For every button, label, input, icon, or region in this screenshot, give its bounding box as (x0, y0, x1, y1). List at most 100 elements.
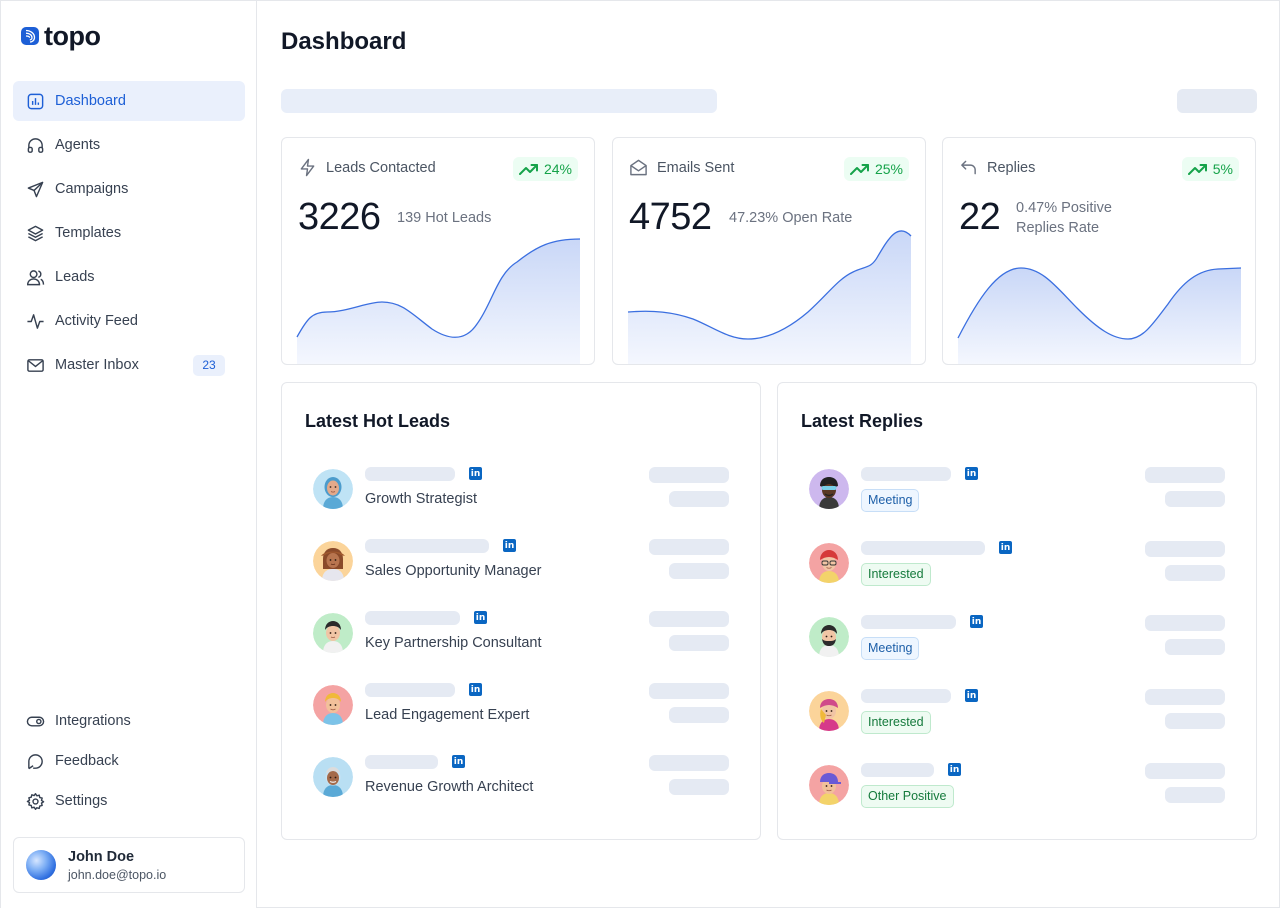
status-badge: Meeting (861, 489, 920, 512)
stat-card-replies: Replies 5% 22 0.47% Positive Replies Rat… (942, 137, 1256, 365)
loading-placeholder (1165, 639, 1225, 655)
linkedin-icon[interactable]: in (469, 683, 482, 696)
linkedin-icon[interactable]: in (999, 541, 1012, 554)
list-item[interactable]: in Growth Strategist (282, 455, 760, 527)
sidebar-item-activity-feed[interactable]: Activity Feed (13, 301, 245, 341)
user-name: John Doe (68, 848, 135, 865)
inbox-count-badge: 23 (193, 355, 225, 376)
user-profile-card[interactable]: John Doe john.doe@topo.io (13, 837, 245, 893)
trend-up-icon (849, 164, 869, 175)
status-badge: Interested (861, 711, 931, 734)
sidebar-item-label: Integrations (55, 713, 131, 729)
list-item[interactable]: in Meeting (778, 455, 1256, 527)
avatar (313, 613, 353, 653)
trend-up-icon (518, 164, 538, 175)
stat-label: Emails Sent (657, 159, 735, 176)
loading-placeholder (1145, 763, 1225, 779)
loading-placeholder (1145, 615, 1225, 631)
linkedin-icon[interactable]: in (948, 763, 961, 776)
reply-icon (961, 160, 976, 175)
linkedin-icon[interactable]: in (965, 689, 978, 702)
sidebar-item-label: Agents (55, 137, 101, 153)
sidebar-item-campaigns[interactable]: Campaigns (13, 169, 245, 209)
list-item[interactable]: in Interested (778, 529, 1256, 601)
loading-placeholder (649, 755, 729, 771)
activity-icon (25, 311, 45, 331)
trend-badge: 25% (843, 157, 909, 181)
sidebar-item-dashboard[interactable]: Dashboard (13, 81, 245, 121)
sidebar-item-label: Dashboard (55, 93, 126, 109)
list-item[interactable]: in Revenue Growth Architect (282, 743, 760, 815)
avatar (809, 543, 849, 583)
list-item[interactable]: in Other Positive (778, 751, 1256, 823)
avatar (809, 469, 849, 509)
list-item[interactable]: in Lead Engagement Expert (282, 671, 760, 743)
trend-value: 24% (543, 161, 572, 177)
loading-placeholder (1165, 787, 1225, 803)
status-badge: Other Positive (861, 785, 954, 808)
bar-chart-icon (25, 91, 45, 111)
sidebar-item-master-inbox[interactable]: Master Inbox 23 (13, 345, 245, 385)
trend-badge: 24% (512, 157, 578, 181)
stat-subtext: 139 Hot Leads (397, 210, 492, 226)
loading-placeholder (649, 611, 729, 627)
loading-placeholder (649, 467, 729, 483)
list-item[interactable]: in Sales Opportunity Manager (282, 527, 760, 599)
sidebar-item-settings[interactable]: Settings (13, 781, 245, 821)
headphones-icon (25, 135, 45, 155)
layers-icon (25, 223, 45, 243)
loading-placeholder (649, 539, 729, 555)
mail-icon (25, 355, 45, 375)
list-item[interactable]: in Interested (778, 677, 1256, 749)
avatar (313, 757, 353, 797)
linkedin-icon[interactable]: in (965, 467, 978, 480)
stat-card-leads-contacted: Leads Contacted 24% 3226 139 Hot Leads (281, 137, 595, 365)
sidebar-item-templates[interactable]: Templates (13, 213, 245, 253)
linkedin-icon[interactable]: in (970, 615, 983, 628)
status-badge: Meeting (861, 637, 920, 660)
lead-role: Revenue Growth Architect (365, 779, 534, 795)
reply-name-placeholder (861, 467, 951, 481)
loading-placeholder (669, 491, 729, 507)
stat-value: 4752 (629, 196, 712, 238)
sidebar-item-label: Templates (55, 225, 122, 241)
logo-text: topo (44, 21, 101, 51)
linkedin-icon[interactable]: in (474, 611, 487, 624)
list-item[interactable]: in Meeting (778, 603, 1256, 675)
lead-name-placeholder (365, 755, 438, 769)
logo[interactable]: topo (20, 21, 101, 51)
message-icon (25, 751, 45, 771)
reply-name-placeholder (861, 763, 934, 777)
sidebar-item-leads[interactable]: Leads (13, 257, 245, 297)
sidebar-item-label: Activity Feed (55, 313, 138, 329)
loading-placeholder (669, 707, 729, 723)
gear-icon (25, 791, 45, 811)
zap-icon (300, 158, 315, 177)
mail-open-icon (630, 159, 647, 176)
avatar (313, 685, 353, 725)
sidebar-item-label: Leads (55, 269, 95, 285)
loading-placeholder (669, 779, 729, 795)
avatar (809, 765, 849, 805)
sidebar-item-agents[interactable]: Agents (13, 125, 245, 165)
sidebar-item-integrations[interactable]: Integrations (13, 701, 245, 741)
stat-value: 3226 (298, 196, 381, 238)
sparkline-chart (627, 230, 912, 364)
loading-placeholder-filter-bar (281, 89, 717, 113)
sidebar-nav: Dashboard Agents Campaigns Templates (13, 81, 245, 389)
lead-name-placeholder (365, 683, 455, 697)
list-item[interactable]: in Key Partnership Consultant (282, 599, 760, 671)
linkedin-icon[interactable]: in (469, 467, 482, 480)
linkedin-icon[interactable]: in (503, 539, 516, 552)
lead-role: Growth Strategist (365, 491, 478, 507)
loading-placeholder (1145, 541, 1225, 557)
linkedin-icon[interactable]: in (452, 755, 465, 768)
trend-badge: 5% (1181, 157, 1239, 181)
sidebar-item-feedback[interactable]: Feedback (13, 741, 245, 781)
trend-up-icon (1187, 164, 1207, 175)
users-icon (25, 267, 45, 287)
panel-title: Latest Replies (801, 411, 924, 431)
lead-role: Sales Opportunity Manager (365, 563, 542, 579)
sidebar-item-label: Master Inbox (55, 357, 139, 373)
